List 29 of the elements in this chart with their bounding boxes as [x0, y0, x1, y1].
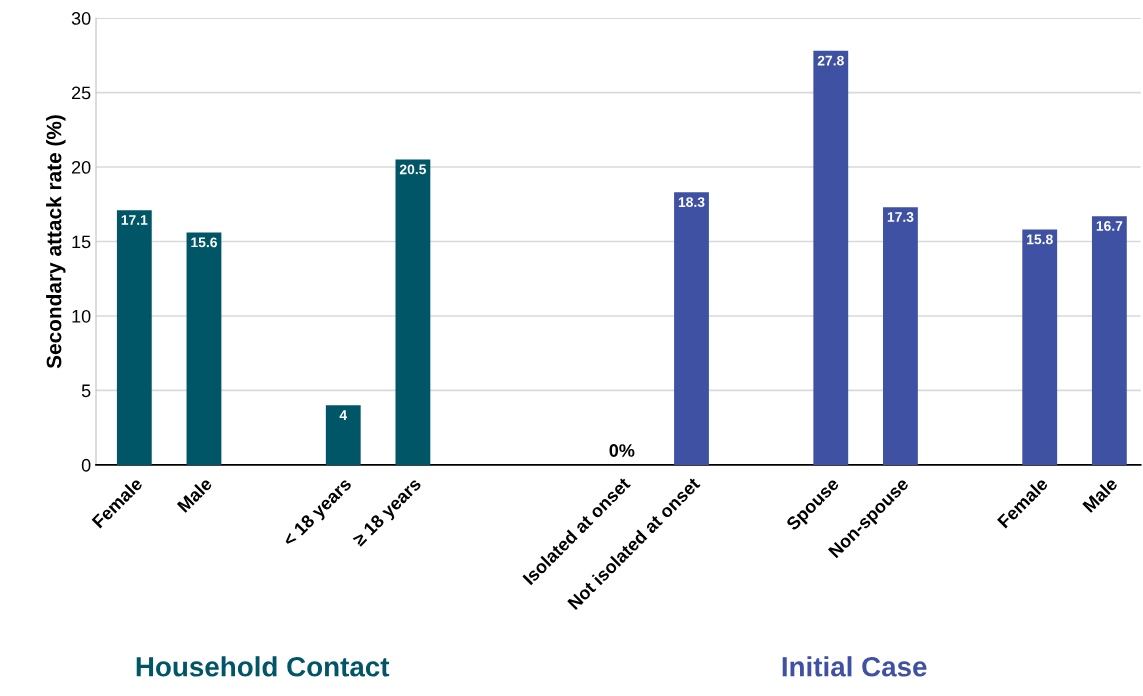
- y-tick-label: 30: [71, 12, 91, 25]
- bar: [325, 405, 361, 465]
- bar: [883, 207, 918, 465]
- data-label: 15.6: [191, 237, 217, 248]
- y-tick-label: 25: [71, 86, 91, 100]
- bar: [395, 159, 431, 465]
- y-tick-label: 5: [81, 384, 91, 398]
- data-label: 0%: [609, 444, 635, 457]
- data-label: 20.5: [399, 164, 427, 175]
- data-label: 16.7: [1096, 221, 1123, 231]
- data-label: 17.3: [887, 212, 914, 222]
- text: Household Contact: [136, 656, 390, 677]
- data-label: 27.8: [817, 55, 844, 66]
- y-tick-label: 10: [72, 309, 91, 323]
- y-axis-title: Secondary attack rate (%): [46, 115, 66, 369]
- data-label: 15.8: [1027, 234, 1053, 245]
- y-tick-label: 0: [81, 458, 91, 472]
- bar: [813, 50, 849, 465]
- bar: [116, 210, 152, 465]
- bar: [674, 192, 709, 465]
- bar: [1022, 229, 1058, 465]
- y-tick-label: 15: [72, 235, 91, 249]
- data-label: 4: [339, 410, 348, 420]
- data-label: 18.3: [678, 197, 705, 208]
- y-tick-label: 20: [71, 160, 91, 174]
- bar: [1091, 216, 1127, 465]
- data-label: 17.1: [121, 215, 148, 225]
- bar: [186, 232, 222, 465]
- text: Initial Case: [782, 656, 927, 677]
